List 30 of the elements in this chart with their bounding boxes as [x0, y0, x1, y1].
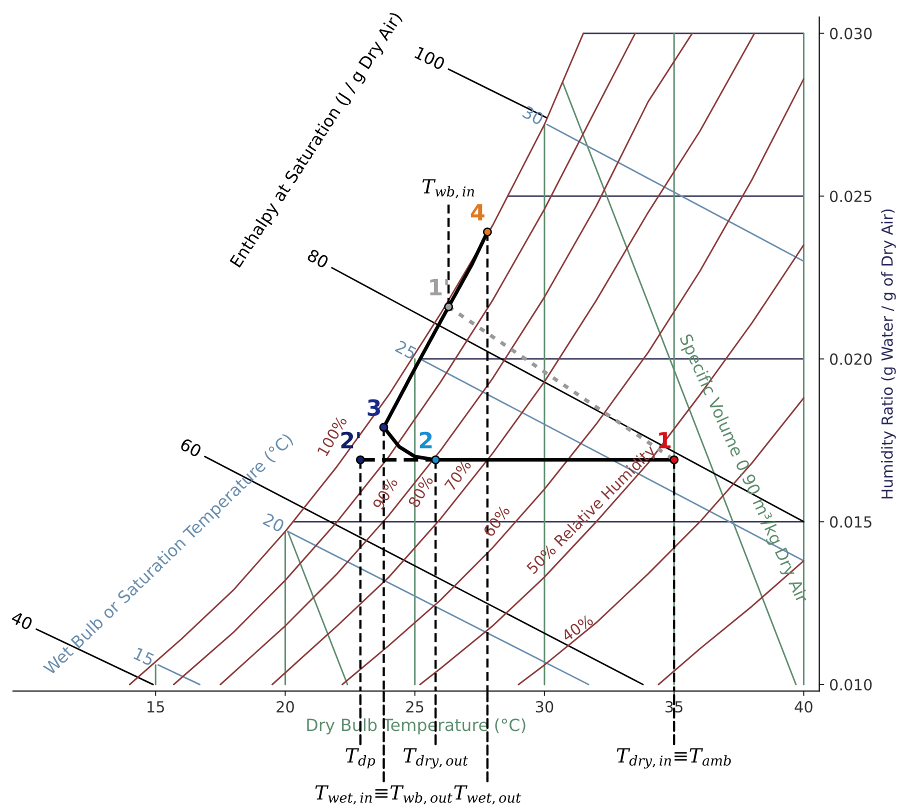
x-tick-label: 35 — [666, 701, 682, 713]
text: 40 — [10, 610, 34, 630]
annotation: T$_{wet,out}$ — [454, 785, 521, 804]
x-tick-label: 15 — [148, 701, 164, 713]
x-tick-label: 25 — [406, 701, 424, 713]
text: 15 — [133, 647, 155, 666]
text: 30 — [522, 105, 544, 126]
annotation: T$_{dp}$ — [346, 748, 376, 768]
annotation: T$_{wet,in}$≡T$_{wb,out}$ — [315, 785, 452, 804]
annotation: 40% — [560, 614, 594, 642]
y-tick-label: 0.015 — [830, 516, 872, 528]
y-tick-label: 0.025 — [830, 190, 872, 202]
text: 80 — [306, 248, 330, 269]
series-label: 1' — [430, 279, 448, 296]
y-tick-label: 0.010 — [830, 678, 872, 691]
series-label: 2 — [420, 432, 432, 448]
text: 25 — [394, 340, 418, 360]
text: 60 — [180, 438, 202, 458]
x-tick-label: 40 — [794, 701, 812, 713]
y-axis-title: Humidity Ratio (g Water / g of Dry Air) — [881, 209, 896, 498]
series-label: 4 — [470, 204, 484, 220]
y-tick-label: 0.030 — [830, 28, 872, 40]
annotation: T$_{wb,in}$ — [422, 179, 474, 198]
x-tick-label: 30 — [536, 701, 554, 713]
series-label: 3 — [368, 399, 380, 416]
annotation: T$_{dry,out}$ — [404, 748, 468, 769]
y-tick-label: 0.020 — [830, 353, 872, 365]
annotation: T$_{dry,in}$≡T$_{amb}$ — [616, 748, 731, 769]
x-tick-label: 20 — [276, 701, 294, 713]
text: 100 — [414, 46, 446, 70]
